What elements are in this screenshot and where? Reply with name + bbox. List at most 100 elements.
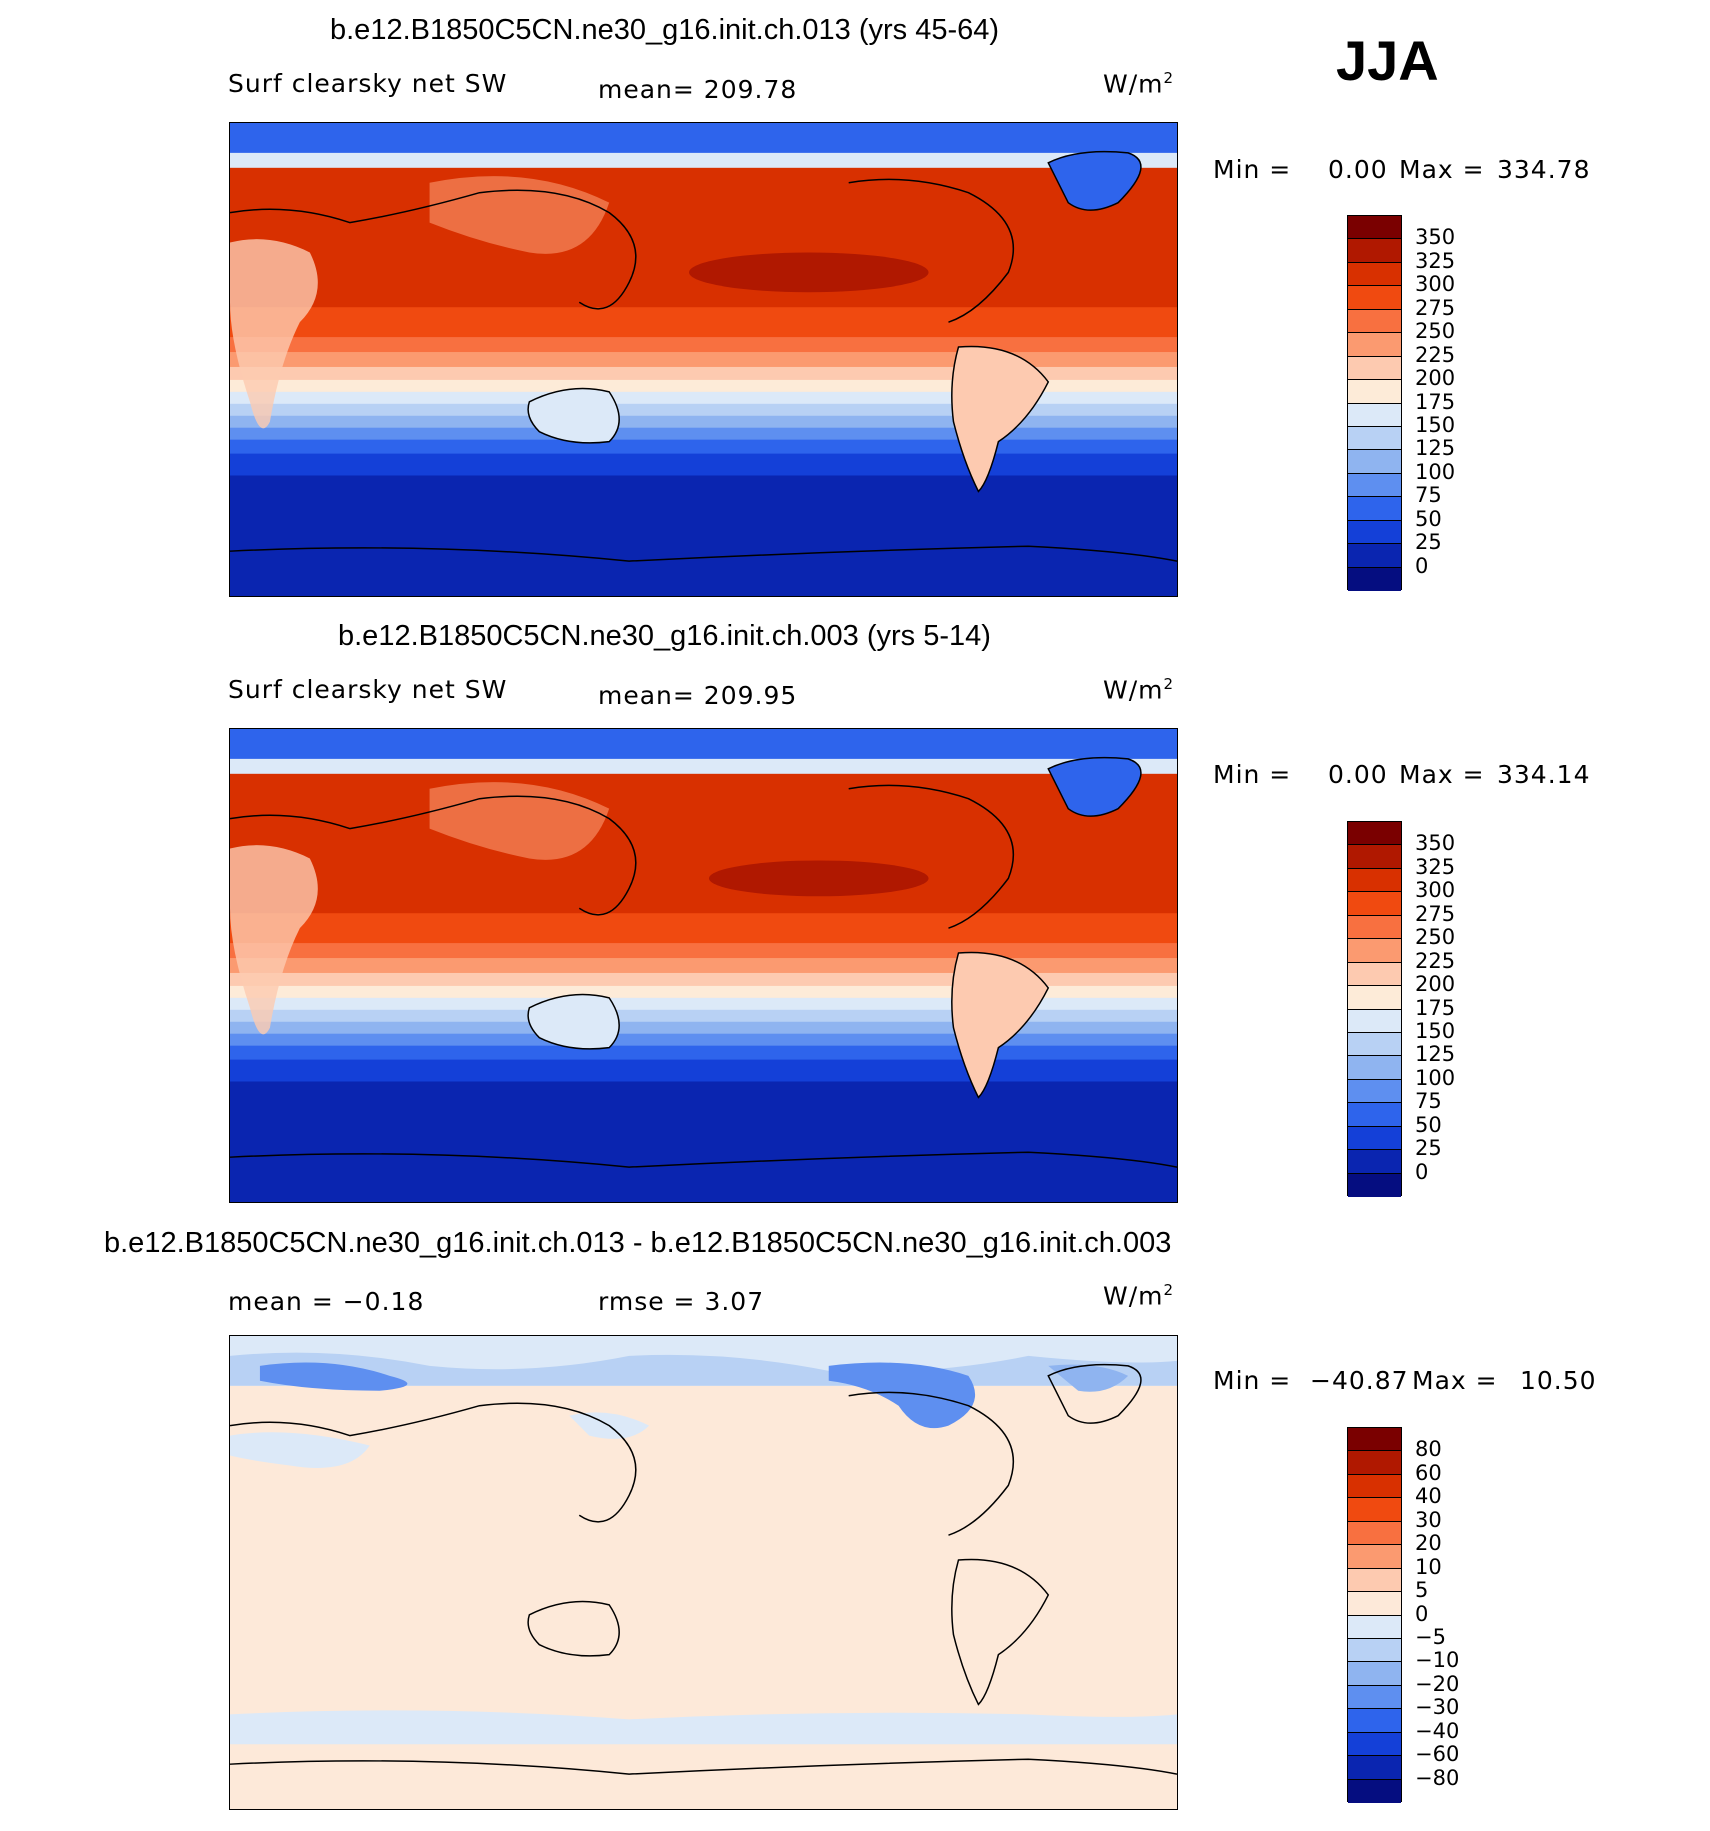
colorbar-tick-label: 0 [1415, 553, 1429, 578]
colorbar-tick-label: 300 [1415, 878, 1456, 903]
colorbar-swatch [1348, 939, 1401, 963]
colorbar-swatch [1348, 986, 1401, 1010]
colorbar-tick-label: 50 [1415, 506, 1442, 531]
colorbar-tick-label: −10 [1415, 1648, 1460, 1673]
colorbar-swatch [1348, 962, 1401, 987]
colorbar-swatch [1348, 473, 1401, 498]
colorbar-swatch [1348, 915, 1401, 940]
colorbar-tick-label: 225 [1415, 342, 1456, 367]
colorbar-tick-label: 125 [1415, 436, 1456, 461]
colorbar-swatch [1348, 450, 1401, 474]
colorbar-swatch [1348, 1545, 1401, 1569]
colorbar-swatch [1348, 1126, 1401, 1151]
colorbar-swatch [1348, 1079, 1401, 1104]
colorbar-swatch [1348, 1103, 1401, 1127]
colorbar-tick-label: 25 [1415, 1136, 1442, 1161]
colorbar-swatch [1348, 1756, 1401, 1780]
colorbar-swatch [1348, 1056, 1401, 1080]
colorbar-tick-label: 60 [1415, 1460, 1442, 1485]
panel1-min-label: Min = [1213, 155, 1292, 184]
panel3-min-value: −40.87 [1310, 1366, 1409, 1395]
colorbar-swatch [1348, 1592, 1401, 1616]
colorbar-swatch [1348, 239, 1401, 263]
colorbar-tick-label: 250 [1415, 319, 1456, 344]
panel3-units: W/m2 [1103, 1281, 1175, 1311]
colorbar-tick-label: 350 [1415, 225, 1456, 250]
panel2-variable-label: Surf clearsky net SW [228, 675, 508, 704]
colorbar-tick-label: −80 [1415, 1765, 1460, 1790]
colorbar-swatch [1348, 1032, 1401, 1057]
colorbar-swatch [1348, 1685, 1401, 1710]
panel2-mean-label: mean= 209.95 [598, 681, 798, 710]
colorbar-swatch [1348, 1615, 1401, 1639]
panel3-rmse-label: rmse = 3.07 [598, 1287, 765, 1316]
panel1-units: W/m2 [1103, 69, 1175, 99]
panel2-min-value: 0.00 [1328, 760, 1388, 789]
colorbar-tick-label: 350 [1415, 831, 1456, 856]
colorbar-swatch [1348, 822, 1401, 846]
colorbar-swatch [1348, 1428, 1401, 1452]
colorbar-tick-label: −20 [1415, 1671, 1460, 1696]
panel3-max-value: 10.50 [1520, 1366, 1597, 1395]
colorbar-tick-label: 100 [1415, 1065, 1456, 1090]
colorbar-tick-label: 150 [1415, 412, 1456, 437]
colorbar-swatch [1348, 1709, 1401, 1733]
colorbar-swatch [1348, 426, 1401, 451]
colorbar-tick-label: 30 [1415, 1507, 1442, 1532]
colorbar-swatch [1348, 403, 1401, 427]
panel1-max-label: Max = [1399, 155, 1485, 184]
colorbar-tick-label: 50 [1415, 1112, 1442, 1137]
colorbar-swatch [1348, 1779, 1401, 1803]
colorbar-swatch [1348, 1568, 1401, 1593]
panel3-colorbar [1347, 1427, 1402, 1803]
colorbar-tick-label: 275 [1415, 901, 1456, 926]
colorbar-swatch [1348, 1009, 1401, 1033]
colorbar-tick-label: 100 [1415, 459, 1456, 484]
colorbar-tick-label: 80 [1415, 1437, 1442, 1462]
panel1-map [229, 122, 1178, 597]
colorbar-tick-label: 5 [1415, 1578, 1429, 1603]
panel3-max-label: Max = [1412, 1366, 1498, 1395]
panel3-min-label: Min = [1213, 1366, 1292, 1395]
panel1-min-value: 0.00 [1328, 155, 1388, 184]
colorbar-tick-label: 125 [1415, 1042, 1456, 1067]
colorbar-swatch [1348, 286, 1401, 310]
colorbar-swatch [1348, 262, 1401, 287]
colorbar-swatch [1348, 544, 1401, 568]
colorbar-tick-label: 225 [1415, 948, 1456, 973]
colorbar-swatch [1348, 1474, 1401, 1499]
colorbar-swatch [1348, 1662, 1401, 1686]
colorbar-swatch [1348, 497, 1401, 521]
colorbar-swatch [1348, 520, 1401, 545]
colorbar-tick-label: 0 [1415, 1159, 1429, 1184]
colorbar-tick-label: 0 [1415, 1601, 1429, 1626]
colorbar-tick-label: 325 [1415, 248, 1456, 273]
season-label: JJA [1336, 29, 1439, 92]
colorbar-tick-label: 200 [1415, 366, 1456, 391]
colorbar-tick-label: −5 [1415, 1624, 1446, 1649]
colorbar-tick-label: 25 [1415, 530, 1442, 555]
panel1-variable-label: Surf clearsky net SW [228, 69, 508, 98]
panel1-max-value: 334.78 [1497, 155, 1591, 184]
panel2-max-label: Max = [1399, 760, 1485, 789]
panel1-colorbar [1347, 215, 1402, 591]
panel2-units: W/m2 [1103, 675, 1175, 705]
panel2-min-label: Min = [1213, 760, 1292, 789]
colorbar-swatch [1348, 1521, 1401, 1546]
colorbar-swatch [1348, 356, 1401, 381]
colorbar-swatch [1348, 845, 1401, 869]
colorbar-tick-label: 75 [1415, 1089, 1442, 1114]
colorbar-swatch [1348, 309, 1401, 334]
colorbar-tick-label: 175 [1415, 995, 1456, 1020]
colorbar-swatch [1348, 1638, 1401, 1663]
panel3-title: b.e12.B1850C5CN.ne30_g16.init.ch.013 - b… [104, 1227, 1172, 1259]
colorbar-tick-label: 20 [1415, 1531, 1442, 1556]
colorbar-tick-label: 275 [1415, 295, 1456, 320]
colorbar-tick-label: 40 [1415, 1484, 1442, 1509]
colorbar-tick-label: −60 [1415, 1742, 1460, 1767]
colorbar-tick-label: 325 [1415, 854, 1456, 879]
colorbar-tick-label: 75 [1415, 483, 1442, 508]
colorbar-swatch [1348, 333, 1401, 357]
panel2-max-value: 334.14 [1497, 760, 1591, 789]
panel3-mean-label: mean = −0.18 [228, 1287, 425, 1316]
